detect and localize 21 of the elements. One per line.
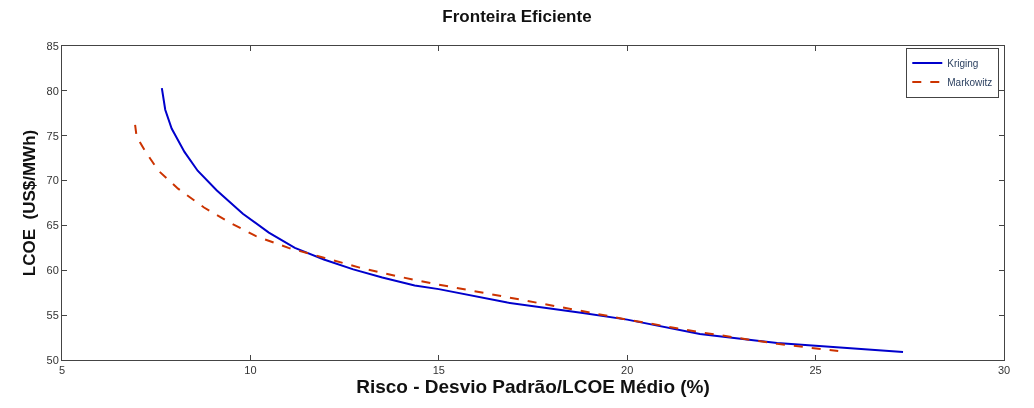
legend-label: Kriging [947, 57, 979, 69]
y-tick-label: 85 [46, 39, 59, 52]
y-tick-label: 80 [46, 84, 59, 97]
y-tick-label: 50 [46, 353, 59, 366]
y-tick-label: 55 [46, 308, 59, 321]
x-tick-label: 20 [621, 364, 634, 377]
y-tick-label: 70 [46, 174, 59, 187]
y-tick-label: 60 [46, 264, 59, 277]
line-series [134, 123, 840, 353]
x-tick-label: 10 [244, 364, 257, 377]
x-axis-title: Risco - Desvio Padrão/LCOE Médio (%) [356, 376, 710, 398]
x-tick-label: 30 [997, 364, 1011, 377]
chart-title: Fronteira Eficiente [442, 7, 592, 27]
line-series [160, 87, 905, 353]
x-tick-label: 25 [809, 364, 822, 377]
y-tick-label: 75 [46, 129, 59, 142]
x-tick-label: 15 [432, 364, 445, 377]
y-axis-title: LCOE (US$/MWh) [20, 129, 40, 277]
x-tick-label: 5 [58, 364, 66, 377]
y-tick-label: 65 [46, 219, 59, 232]
legend-label: Markowitz [947, 76, 993, 88]
